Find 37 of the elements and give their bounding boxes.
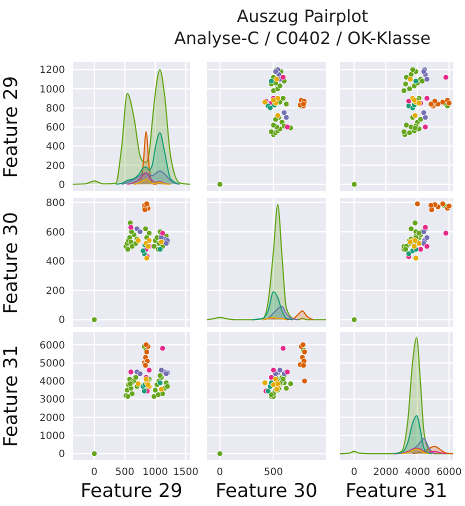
x-tick-label: 0 [91,467,98,478]
x-tick-label: 4000 [404,467,430,478]
y-tick-label: 2000 [40,412,65,424]
x-tick-label: 500 [115,467,134,478]
y-tick-label: 0 [58,449,65,460]
y-tick-label: 400 [46,256,65,268]
y-tick-label: 1000 [40,431,65,442]
y-tick-label: 800 [46,198,65,209]
x-tick-label: 0 [351,467,358,478]
x-tick-label: 1500 [173,467,198,478]
x-tick-label: 1000 [142,467,168,478]
chart-title: Auszug Pairplot [236,6,370,28]
y-axis-title: Feature 30 [0,211,22,314]
y-tick-label: 600 [46,122,65,134]
x-tick-label: 0 [216,467,224,478]
y-tick-label: 3000 [40,394,65,406]
x-axis-title: Feature 30 [214,480,318,502]
y-tick-label: 1000 [40,84,65,96]
x-tick-label: 500 [264,467,284,478]
y-tick-label: 0 [58,315,65,326]
y-tick-label: 5000 [40,358,65,370]
y-tick-label: 600 [46,227,65,238]
chart-subtitle: Analyse-C / C0402 / OK-Klasse [173,28,432,50]
y-axis-title: Feature 29 [0,75,22,178]
x-tick-label: 6000 [436,467,462,478]
y-tick-label: 200 [46,286,65,297]
x-axis-title: Feature 31 [344,480,448,502]
y-tick-label: 4000 [40,376,65,388]
y-tick-label: 400 [46,142,65,153]
y-axis-title: Feature 31 [0,344,22,448]
y-tick-label: 0 [58,180,65,191]
x-tick-label: 2000 [373,467,399,478]
x-axis-title: Feature 29 [79,480,184,502]
y-tick-label: 800 [46,103,65,114]
y-tick-label: 200 [46,160,65,172]
y-tick-label: 1200 [40,65,65,76]
y-tick-label: 6000 [40,340,65,352]
